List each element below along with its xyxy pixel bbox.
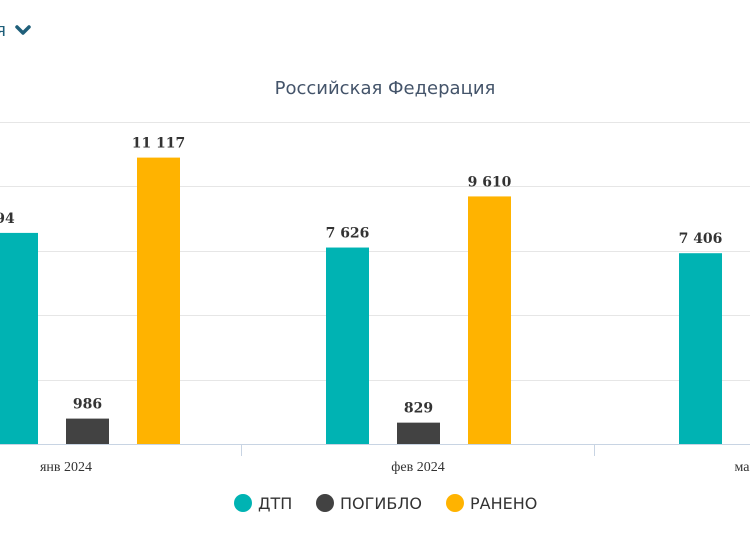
legend-item[interactable]: РАНЕНО: [446, 494, 537, 513]
data-labels: 94 7 626 7 406 986 829 11 117 9 610: [0, 136, 722, 417]
bar[interactable]: [137, 157, 180, 444]
bar[interactable]: [468, 196, 511, 444]
legend-item[interactable]: ПОГИБЛО: [316, 494, 422, 513]
legend-marker: [446, 494, 464, 512]
grid-lines: [0, 122, 750, 381]
legend-marker: [316, 494, 334, 512]
legend-label: ПОГИБЛО: [340, 494, 422, 513]
x-tick-label: янв 2024: [40, 460, 92, 475]
legend[interactable]: ДТП ПОГИБЛО РАНЕНО: [234, 494, 537, 513]
bar[interactable]: [0, 232, 38, 444]
data-label: 7 406: [679, 231, 723, 247]
data-label: 11 117: [132, 136, 186, 152]
x-axis: янв 2024 фев 2024 ма: [0, 444, 750, 475]
bars: [0, 157, 722, 444]
data-label: 829: [404, 401, 433, 417]
region-selector[interactable]: я: [0, 20, 32, 41]
chart-title: Российская Федерация: [275, 78, 496, 99]
bar[interactable]: [397, 422, 440, 444]
data-label: 986: [73, 397, 102, 413]
bar[interactable]: [679, 253, 722, 444]
legend-item[interactable]: ДТП: [234, 494, 292, 513]
legend-marker: [234, 494, 252, 512]
x-tick-label: фев 2024: [391, 460, 444, 475]
legend-label: ДТП: [258, 494, 292, 513]
chevron-down-icon: [15, 24, 31, 35]
bar[interactable]: [326, 247, 369, 444]
data-label: 9 610: [468, 174, 512, 190]
data-label: 94: [0, 211, 15, 227]
region-selector-label: я: [0, 20, 6, 40]
x-tick-label: ма: [735, 460, 750, 475]
bar[interactable]: [66, 418, 109, 444]
legend-label: РАНЕНО: [470, 494, 537, 513]
data-label: 7 626: [326, 226, 370, 242]
